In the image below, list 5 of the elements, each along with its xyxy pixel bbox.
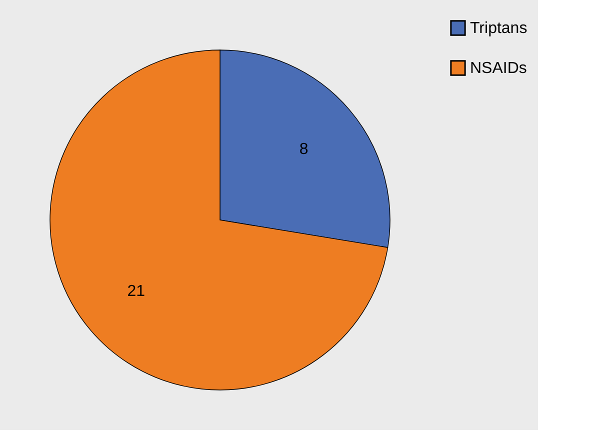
data-label: 8 (299, 140, 308, 158)
data-label: 21 (127, 283, 146, 300)
legend-label: NSAIDs (470, 60, 527, 77)
legend-label: Triptans (470, 20, 528, 37)
pie-slice (50, 50, 388, 390)
